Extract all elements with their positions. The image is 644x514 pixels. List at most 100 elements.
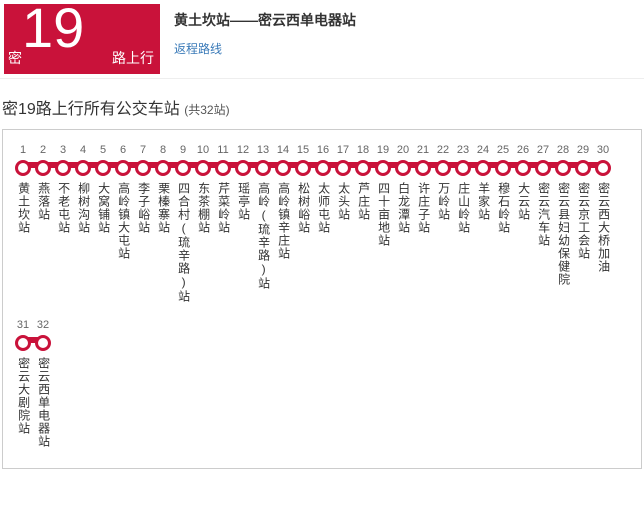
stop-15[interactable]: 15松树峪站 xyxy=(293,144,313,303)
stop-22[interactable]: 22万岭站 xyxy=(433,144,453,303)
stop-number: 25 xyxy=(493,144,513,156)
stop-10[interactable]: 10 东茶棚站 xyxy=(193,144,213,303)
stop-8[interactable]: 8 栗榛寨站 xyxy=(153,144,173,303)
stop-20[interactable]: 20 白龙潭站 xyxy=(393,144,413,303)
stop-32[interactable]: 32密云西单电器站 xyxy=(33,319,53,448)
stop-dot xyxy=(15,335,31,351)
stop-1[interactable]: 1黄土坎站 xyxy=(13,144,33,303)
badge-prefix: 密 xyxy=(8,48,22,68)
stop-18[interactable]: 18芦庄站 xyxy=(353,144,373,303)
stop-name: 密云京工会站 xyxy=(576,182,589,260)
stop-number: 10 xyxy=(193,144,213,156)
stop-17[interactable]: 17太头站 xyxy=(333,144,353,303)
stop-29[interactable]: 29 密云京工会站 xyxy=(573,144,593,303)
stop-name: 李子峪站 xyxy=(136,182,149,234)
stop-16[interactable]: 16太师屯站 xyxy=(313,144,333,303)
stop-name: 穆石岭站 xyxy=(496,182,509,234)
stop-dot xyxy=(95,160,111,176)
stop-6[interactable]: 6高岭镇大屯站 xyxy=(113,144,133,303)
stop-dot xyxy=(475,160,491,176)
stop-dot xyxy=(495,160,511,176)
stop-dot xyxy=(135,160,151,176)
stop-name: 万岭站 xyxy=(436,182,449,221)
header-info: 黄土坎站——密云西单电器站 返程路线 xyxy=(160,4,370,63)
stop-number: 1 xyxy=(13,144,33,156)
stop-name: 不老屯站 xyxy=(56,182,69,234)
stop-dot xyxy=(195,160,211,176)
stop-number: 20 xyxy=(393,144,413,156)
stop-number: 26 xyxy=(513,144,533,156)
stop-number: 3 xyxy=(53,144,73,156)
stop-number: 15 xyxy=(293,144,313,156)
stop-name: 东茶棚站 xyxy=(196,182,209,234)
route-row-2: 31密云大剧院站32密云西单电器站 xyxy=(13,319,631,448)
stop-number: 29 xyxy=(573,144,593,156)
stop-dot xyxy=(75,160,91,176)
stop-3[interactable]: 3 不老屯站 xyxy=(53,144,73,303)
stop-14[interactable]: 14 高岭镇辛庄站 xyxy=(273,144,293,303)
stop-26[interactable]: 26 大云站 xyxy=(513,144,533,303)
stop-12[interactable]: 12瑶亭站 xyxy=(233,144,253,303)
route-map: 1黄土坎站2燕落站3 不老屯站 4柳树沟站5大窝铺站6高岭镇大屯站7 李子峪站 8 栗榛寨… xyxy=(2,129,642,469)
stop-name: 瑶亭站 xyxy=(236,182,249,221)
stop-31[interactable]: 31密云大剧院站 xyxy=(13,319,33,448)
badge-number: 19 xyxy=(22,0,84,56)
stop-7[interactable]: 7 李子峪站 xyxy=(133,144,153,303)
stop-number: 6 xyxy=(113,144,133,156)
stop-4[interactable]: 4柳树沟站 xyxy=(73,144,93,303)
stop-dot xyxy=(15,160,31,176)
stop-28[interactable]: 28密云县妇幼保健院 xyxy=(553,144,573,303)
stop-number: 31 xyxy=(13,319,33,331)
stop-number: 4 xyxy=(73,144,93,156)
stop-21[interactable]: 21 许庄子站 xyxy=(413,144,433,303)
stop-name: 四十亩地站 xyxy=(376,182,389,247)
stop-name: 太师屯站 xyxy=(316,182,329,234)
stop-13[interactable]: 13高岭(琉辛路)站 xyxy=(253,144,273,303)
stop-number: 19 xyxy=(373,144,393,156)
stop-name: 密云汽车站 xyxy=(536,182,549,247)
stop-name: 栗榛寨站 xyxy=(156,182,169,234)
stop-dot xyxy=(355,160,371,176)
stop-11[interactable]: 11芹菜岭站 xyxy=(213,144,233,303)
stop-name: 四合村(琉辛路)站 xyxy=(176,182,189,303)
stop-name: 白龙潭站 xyxy=(396,182,409,234)
stop-number: 7 xyxy=(133,144,153,156)
stop-name: 大云站 xyxy=(516,182,529,221)
stop-23[interactable]: 23庄山岭站 xyxy=(453,144,473,303)
stop-number: 5 xyxy=(93,144,113,156)
stop-dot xyxy=(235,160,251,176)
stop-name: 太头站 xyxy=(336,182,349,221)
stop-number: 14 xyxy=(273,144,293,156)
stop-name: 密云西大桥加油 xyxy=(596,182,609,273)
stop-dot xyxy=(435,160,451,176)
stop-dot xyxy=(315,160,331,176)
stop-dot xyxy=(455,160,471,176)
stop-9[interactable]: 9 四合村(琉辛路)站 xyxy=(173,144,193,303)
stop-dot xyxy=(555,160,571,176)
stop-number: 28 xyxy=(553,144,573,156)
stop-name: 许庄子站 xyxy=(416,182,429,234)
stop-19[interactable]: 19 四十亩地站 xyxy=(373,144,393,303)
stop-number: 30 xyxy=(593,144,613,156)
stop-dot xyxy=(55,160,71,176)
stop-25[interactable]: 25 穆石岭站 xyxy=(493,144,513,303)
stop-number: 21 xyxy=(413,144,433,156)
stop-24[interactable]: 24羊家站 xyxy=(473,144,493,303)
stop-name: 高岭镇辛庄站 xyxy=(276,182,289,260)
stop-5[interactable]: 5大窝铺站 xyxy=(93,144,113,303)
stop-name: 高岭(琉辛路)站 xyxy=(256,182,269,290)
stop-dot xyxy=(255,160,271,176)
station-count: (共32站) xyxy=(184,103,229,117)
route-badge: 密 19 路上行 xyxy=(4,4,160,74)
stop-number: 9 xyxy=(173,144,193,156)
stop-2[interactable]: 2燕落站 xyxy=(33,144,53,303)
stop-dot xyxy=(155,160,171,176)
stop-number: 8 xyxy=(153,144,173,156)
stop-30[interactable]: 30 密云西大桥加油 xyxy=(593,144,613,303)
return-route-link[interactable]: 返程路线 xyxy=(174,40,222,57)
stop-27[interactable]: 27密云汽车站 xyxy=(533,144,553,303)
stop-dot xyxy=(295,160,311,176)
stops-row: 1黄土坎站2燕落站3 不老屯站 4柳树沟站5大窝铺站6高岭镇大屯站7 李子峪站 8 栗榛寨… xyxy=(13,144,631,303)
stop-dot xyxy=(595,160,611,176)
stop-name: 庄山岭站 xyxy=(456,182,469,234)
